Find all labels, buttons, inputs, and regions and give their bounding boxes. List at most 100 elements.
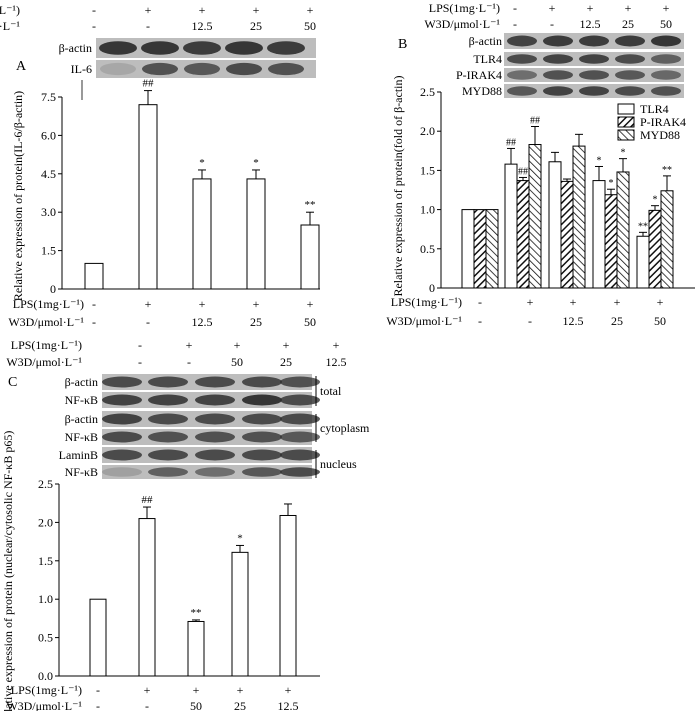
panel-b-myd88-blot-label: MYD88 <box>462 84 502 98</box>
panel-c-top-lps-label: LPS(1mg·L⁻¹) <box>11 338 82 352</box>
panel-b-top-w3d-value: 50 <box>660 17 672 31</box>
panel-b-legend-swatch-p-irak4 <box>617 116 635 128</box>
panel-a-y-tick-label: 3.0 <box>41 205 56 219</box>
panel-a-il6-blot-band <box>226 62 262 76</box>
panel-b-top-lps-label: LPS(1mg·L⁻¹) <box>429 1 500 15</box>
panel-b-tlr4-blot-band <box>651 54 681 64</box>
panel-b-top-w3d-label: W3D/μmol·L⁻¹ <box>424 17 500 31</box>
panel-c-top-treatment-columns: - - + - +50 +25 +12.5 <box>138 338 347 369</box>
panel-c-letter: C <box>8 375 17 390</box>
panel-a-bar <box>192 178 212 290</box>
panel-a-top-w3d-label: W3D/μmol·L⁻¹ <box>0 19 20 33</box>
panel-c-top-w3d-value: - <box>187 355 191 369</box>
panel-c-total-beta-actin-blot-band <box>195 376 235 388</box>
panel-b-significance-mark: ## <box>506 137 516 148</box>
panel-c-y-tick-label: 0.0 <box>38 669 53 683</box>
panel-c-cytoplasm-nfkb-blot-band <box>242 431 282 443</box>
panel-c-bar <box>279 514 297 677</box>
panel-b-p-irak4-blot-band <box>651 70 681 80</box>
panel-c-y-tick-label: 2.0 <box>38 515 53 529</box>
panel-c-top-w3d-value: 12.5 <box>326 355 347 369</box>
panel-a-bar-chart: 01.53.04.56.07.5##* *** <box>41 78 320 296</box>
panel-b-legend-swatch-tlr4 <box>617 103 635 115</box>
panel-c-cytoplasm-nfkb-blot-band <box>102 431 142 443</box>
panel-c-total-nfkb-blot-label: NF-κB <box>65 393 98 407</box>
panel-c-total-nfkb-blot-band <box>242 394 282 406</box>
panel-b-bottom-w3d-value: 12.5 <box>563 314 584 328</box>
panel-b-bar-myd88 <box>528 144 542 289</box>
panel-c-top-lps-sign: + <box>234 338 241 352</box>
panel-b-beta-actin-blot-band <box>543 35 573 47</box>
panel-c-bottom-w3d-value: - <box>145 699 149 711</box>
panel-b-bottom-lps-sign: + <box>570 295 577 309</box>
panel-c-nucleus-laminb-blot-band <box>102 449 142 461</box>
panel-a-il6-blot-band <box>100 62 136 76</box>
panel-a-il6-blot-band <box>268 62 304 76</box>
panel-a-top-lps-sign: - <box>92 3 96 17</box>
panel-a-beta-actin-blot-band <box>267 41 305 55</box>
panel-b-top-w3d-value: 12.5 <box>580 17 601 31</box>
panel-a-bottom-w3d-value: 12.5 <box>192 315 213 329</box>
panel-a-beta-actin-blot-label: β-actin <box>59 41 92 55</box>
panel-b-bar-tlr4 <box>636 235 650 289</box>
panel-c-bottom-lps-sign: + <box>144 683 151 697</box>
panel-a-bottom-w3d-label: W3D/μmol·L⁻¹ <box>8 315 84 329</box>
panel-a-bar <box>84 262 104 290</box>
panel-c-top-w3d-value: - <box>138 355 142 369</box>
panel-c-bottom-lps-sign: + <box>193 683 200 697</box>
panel-a-il6-blot-band <box>184 62 220 76</box>
panel-b-bar-p-irak4 <box>516 180 530 289</box>
panel-c-top-w3d-label: W3D/μmol·L⁻¹ <box>6 355 82 369</box>
panel-a-top-lps-label: LPS(1mg·L⁻¹) <box>0 3 20 17</box>
panel-b-tlr4-blot-band <box>579 54 609 64</box>
panel-c-nucleus-laminb-blot-band <box>280 449 320 461</box>
panel-b-top-w3d-value: - <box>513 17 517 31</box>
panel-c-bottom-w3d-value: 25 <box>234 699 246 711</box>
panel-a-beta-actin-blot-band <box>225 41 263 55</box>
panel-c-total-nfkb-blot-band <box>280 394 320 406</box>
panel-b-legend-label-p-irak4: P-IRAK4 <box>640 115 686 129</box>
panel-b-beta-actin-blot-band <box>651 35 681 47</box>
panel-b-beta-actin-blot-band <box>615 35 645 47</box>
panel-b-top-lps-sign: + <box>587 1 594 15</box>
panel-b-significance-mark: * <box>653 195 658 206</box>
panel-c-total-beta-actin-blot-label: β-actin <box>65 375 98 389</box>
panel-c-bottom-w3d-value: - <box>96 699 100 711</box>
panel-c-total-nfkb-blot-band <box>102 394 142 406</box>
panel-b-bottom-w3d-value: 50 <box>654 314 666 328</box>
panel-b-y-tick-label: 1.5 <box>420 163 435 177</box>
panel-b-y-tick-label: 1.0 <box>420 203 435 217</box>
panel-c-cytoplasm-beta-actin-blot-band <box>102 413 142 425</box>
panel-c-nucleus-nfkb-blot-band <box>148 467 188 477</box>
panel-c-bottom-lps-sign: + <box>285 683 292 697</box>
panel-b-bar-p-irak4 <box>473 209 487 289</box>
panel-b-bottom-lps-sign: + <box>527 295 534 309</box>
panel-c-cytoplasm-beta-actin-blot-band <box>242 413 282 425</box>
panel-b-myd88-blot-band <box>615 86 645 96</box>
panel-c-significance-mark: ** <box>191 607 202 619</box>
panel-a-y-tick-label: 1.5 <box>41 244 56 258</box>
panel-a-beta-actin-blot-band <box>141 41 179 55</box>
panel-c-bar-chart: 0.00.51.01.52.02.5##*** <box>38 477 320 683</box>
panel-c: LPS(1mg·L⁻¹) W3D/μmol·L⁻¹ - - + - +50 +25 +12.… <box>1 338 370 711</box>
panel-a-top-w3d-value: - <box>146 19 150 33</box>
panel-b-western-blot: β-actin TLR4 P-IRAK4 MYD88 <box>456 33 684 98</box>
panel-c-western-blot: β-actin NF-κB β-actin NF-κB LaminB NF-κB total… <box>59 374 370 479</box>
panel-c-bar <box>231 551 249 677</box>
panel-c-bottom-lps-label: LPS(1mg·L⁻¹) <box>11 683 82 697</box>
panel-b-p-irak4-blot-band <box>579 70 609 80</box>
panel-b-bar-tlr4 <box>548 161 562 289</box>
panel-c-total-beta-actin-blot-band <box>242 376 282 388</box>
panel-c-bottom-w3d-value: 50 <box>190 699 202 711</box>
panel-b-bottom-lps-sign: - <box>478 295 482 309</box>
panel-b-bar-myd88 <box>572 145 586 289</box>
panel-c-total-beta-actin-blot-band <box>280 376 320 388</box>
panel-a-y-tick-label: 4.5 <box>41 167 56 181</box>
panel-c-bottom-treatment-columns: - - + - +50 +25 +12.5 <box>96 683 299 711</box>
panel-b-significance-mark: ** <box>662 165 672 176</box>
panel-b-y-tick-label: 0 <box>429 281 435 295</box>
panel-c-cytoplasm-nfkb-blot-label: NF-κB <box>65 430 98 444</box>
panel-c-nucleus-nfkb-blot-label: NF-κB <box>65 465 98 479</box>
panel-c-top-lps-sign: + <box>186 338 193 352</box>
